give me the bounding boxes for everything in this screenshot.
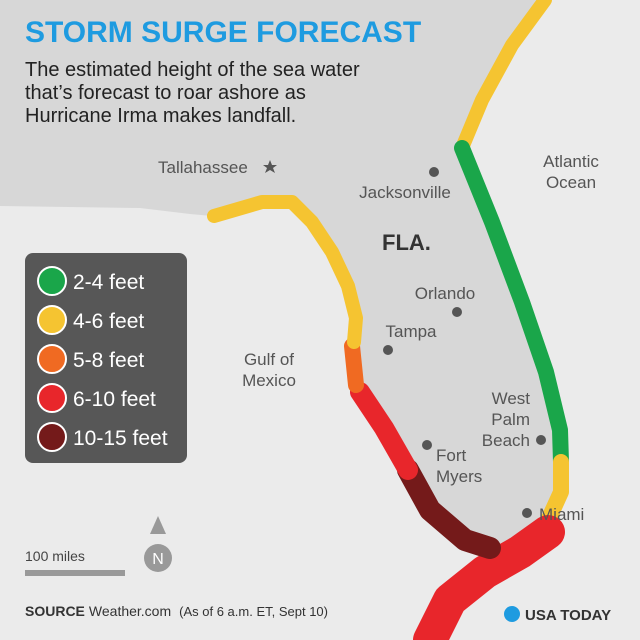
surge-zones [207, 0, 569, 640]
legend-box [25, 253, 187, 463]
legend-label: 10-15 feet [73, 427, 168, 450]
subtitle-line: The estimated height of the sea water [25, 59, 360, 81]
water-label: Gulf of [244, 350, 294, 369]
water-label: Mexico [242, 371, 296, 390]
place-label: Tampa [385, 322, 437, 341]
legend-swatch [37, 344, 67, 374]
place-label: Tallahassee [158, 158, 248, 177]
surge-zone [397, 459, 501, 559]
north-arrow [150, 516, 166, 534]
land [0, 0, 561, 550]
source-label: SOURCE [25, 603, 85, 619]
water-label: Ocean [546, 173, 596, 192]
city-dot [422, 440, 432, 450]
legend-label: 4-6 feet [73, 310, 144, 333]
scale-label: 100 miles [25, 548, 85, 564]
surge-zone [413, 515, 565, 640]
source-note: (As of 6 a.m. ET, Sept 10) [179, 604, 328, 619]
legend-label: 6-10 feet [73, 388, 156, 411]
place-label: Orlando [415, 284, 475, 303]
city-dot [452, 307, 462, 317]
state-label: FLA. [382, 230, 431, 255]
city-dot [536, 435, 546, 445]
surge-zone [538, 454, 569, 533]
place-label: West [492, 389, 531, 408]
place-label: Palm [491, 410, 530, 429]
city-dot [383, 345, 393, 355]
source: SOURCE Weather.com (As of 6 a.m. ET, Sept … [25, 603, 328, 619]
city-dot [429, 167, 439, 177]
title: STORM SURGE FORECAST [25, 16, 421, 49]
surge-zone [454, 140, 569, 470]
surge-zone [455, 0, 552, 155]
legend-swatch [37, 305, 67, 335]
brand: USA TODAY [525, 607, 611, 624]
north-label: N [152, 551, 164, 568]
place-label: Jacksonville [359, 183, 451, 202]
legend-label: 2-4 feet [73, 271, 144, 294]
north-circle [144, 544, 172, 572]
water-label: Atlantic [543, 152, 599, 171]
source-name: Weather.com [89, 603, 171, 619]
city-dot [522, 508, 532, 518]
subtitle-line: Hurricane Irma makes landfall. [25, 105, 296, 127]
legend-label: 5-8 feet [73, 349, 144, 372]
place-label: Fort [436, 446, 467, 465]
brand-logo [504, 606, 520, 622]
place-label: Miami [539, 505, 584, 524]
scale-bar [25, 570, 125, 576]
legend: 2-4 feet 4-6 feet 5-8 feet 6-10 feet 10-15 f… [37, 266, 168, 452]
place-label: Beach [482, 431, 530, 450]
surge-zone [350, 382, 418, 480]
capital-star [263, 160, 277, 173]
subtitle-line: that’s forecast to roar ashore as [25, 82, 306, 104]
place-label: Myers [436, 467, 482, 486]
surge-zone [344, 338, 364, 393]
legend-swatch [37, 266, 67, 296]
legend-swatch [37, 383, 67, 413]
surge-zone [207, 195, 363, 349]
legend-swatch [37, 422, 67, 452]
